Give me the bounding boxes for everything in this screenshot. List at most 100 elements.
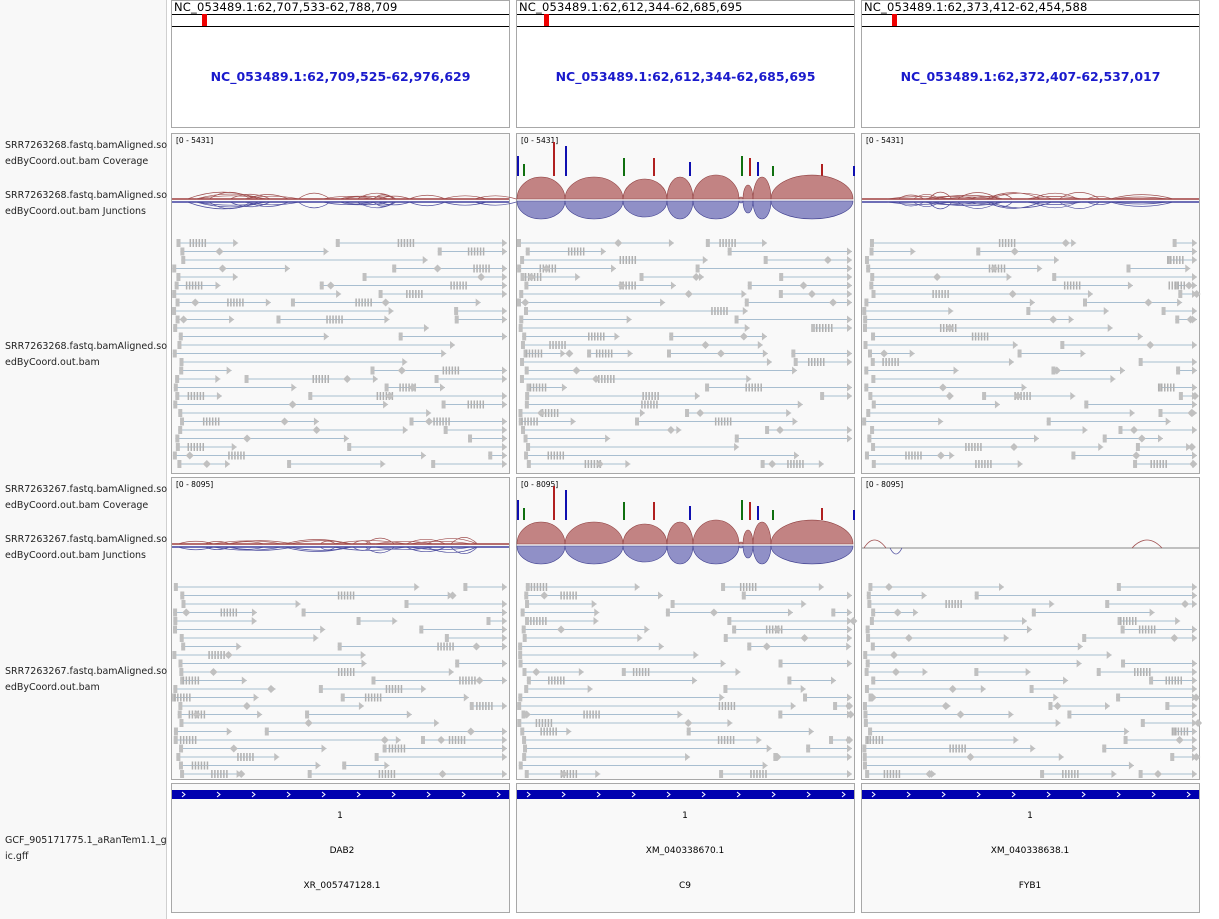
read-block: [342, 761, 347, 770]
read-mismatch: [762, 770, 764, 778]
read-mismatch: [223, 608, 226, 617]
read-block: [522, 736, 527, 744]
read-block: [308, 392, 313, 400]
coverage-bar: [689, 162, 691, 176]
read-mismatch: [563, 591, 565, 600]
read-arrow: [1158, 434, 1164, 443]
data-range-label: [0 - 5431]: [176, 136, 214, 145]
read-arrow: [786, 409, 792, 417]
annotation-panel-2[interactable]: [516, 783, 855, 913]
track-name-s1-junctions[interactable]: SRR7263268.fastq.bamAligned.so edByCoord…: [5, 188, 167, 220]
read-block: [871, 676, 876, 685]
read-arrow: [1008, 358, 1014, 366]
read-arrow: [792, 417, 798, 426]
read-mismatch: [454, 366, 457, 375]
read-block: [276, 315, 281, 324]
forward-junction-arc: [409, 194, 446, 200]
read-mismatch: [1177, 281, 1180, 290]
read-mismatch: [346, 668, 349, 676]
read-diamond: [739, 332, 748, 341]
read-mismatch: [214, 417, 217, 426]
read-block: [871, 443, 876, 451]
read-mismatch: [1180, 676, 1182, 685]
read-block: [1116, 693, 1121, 702]
locus-text[interactable]: NC_053489.1:62,373,412-62,454,588: [864, 0, 1088, 14]
track-name-annotation[interactable]: GCF_905171775.1_aRanTem1.1_g ic.gff: [5, 833, 167, 865]
track-name-s2-coverage[interactable]: SRR7263267.fastq.bamAligned.so edByCoord…: [5, 482, 167, 514]
read-arrow: [1192, 366, 1197, 375]
read-mismatch: [242, 298, 244, 307]
track-name-s1-coverage[interactable]: SRR7263268.fastq.bamAligned.so edByCoord…: [5, 138, 167, 170]
read-block: [179, 719, 184, 727]
locus-text[interactable]: NC_053489.1:62,612,344-62,685,695: [519, 0, 743, 14]
read-block: [178, 761, 183, 770]
read-mismatch: [888, 358, 890, 366]
read-diamond: [408, 383, 417, 392]
read-arrow: [998, 583, 1004, 591]
read-arrow: [265, 298, 271, 307]
read-block: [305, 710, 310, 719]
strand-arrow: [736, 791, 741, 798]
read-block: [526, 676, 531, 685]
read-mismatch: [905, 451, 907, 460]
locus-header-panel-2[interactable]: [516, 0, 855, 128]
read-mismatch: [232, 608, 235, 617]
reverse-junction-arc: [297, 201, 331, 209]
read-mismatch: [731, 239, 733, 247]
read-mismatch: [971, 332, 974, 341]
read-arrow: [343, 434, 349, 443]
read-mismatch: [379, 392, 382, 400]
read-mismatch: [341, 315, 343, 324]
read-arrow: [1058, 753, 1064, 761]
read-diamond: [243, 434, 252, 443]
read-block: [518, 417, 523, 426]
read-arrow: [320, 625, 326, 634]
name-panel-divider[interactable]: [166, 0, 167, 919]
read-diamond: [614, 239, 623, 247]
data-range-label: [0 - 8095]: [866, 480, 904, 489]
coverage-bar: [741, 500, 743, 520]
read-mismatch: [188, 710, 191, 719]
track-name-s2-junctions[interactable]: SRR7263267.fastq.bamAligned.so edByCoord…: [5, 532, 167, 564]
read-block: [868, 583, 873, 591]
read-block: [1071, 451, 1076, 460]
read-mismatch: [573, 247, 576, 256]
track-name-s1-alignments[interactable]: SRR7263268.fastq.bamAligned.so edByCoord…: [5, 339, 167, 371]
annotation-panel-1[interactable]: [171, 783, 510, 913]
read-mismatch: [787, 460, 789, 468]
read-mismatch: [754, 583, 757, 591]
read-mismatch: [185, 281, 188, 290]
read-block: [176, 239, 181, 247]
forward-junction-arc: [339, 195, 375, 200]
read-mismatch: [1134, 668, 1136, 676]
read-block: [522, 753, 527, 761]
read-mismatch: [343, 591, 346, 600]
read-diamond: [542, 264, 551, 273]
forward-junction-arc: [988, 192, 1053, 200]
track-name-s2-alignments[interactable]: SRR7263267.fastq.bamAligned.so edByCoord…: [5, 664, 167, 696]
locus-header-panel-1[interactable]: [171, 0, 510, 128]
read-block: [172, 651, 177, 659]
reverse-junction-arc: [319, 546, 336, 551]
feature-label: XR_005747128.1: [303, 881, 381, 891]
read-arrow: [766, 744, 772, 753]
read-block: [811, 324, 816, 332]
reverse-junction-arc: [356, 201, 397, 209]
ideogram-bottom-line: [862, 26, 1199, 27]
annotation-panel-3[interactable]: [861, 783, 1200, 913]
read-mismatch: [409, 290, 411, 298]
read-block: [639, 273, 644, 281]
read-block: [864, 366, 869, 375]
locus-text[interactable]: NC_053489.1:62,707,533-62,788,709: [174, 0, 398, 14]
read-arrow: [741, 290, 747, 298]
read-mismatch: [460, 736, 463, 744]
read-block: [864, 685, 869, 693]
read-mismatch: [199, 443, 202, 451]
read-block: [1026, 307, 1031, 315]
read-diamond: [617, 281, 626, 290]
ruler-coordinates: NC_053489.1:62,372,407-62,537,017: [900, 69, 1161, 84]
read-mismatch: [240, 451, 242, 460]
locus-header-panel-3[interactable]: [861, 0, 1200, 128]
read-mismatch: [564, 341, 566, 349]
